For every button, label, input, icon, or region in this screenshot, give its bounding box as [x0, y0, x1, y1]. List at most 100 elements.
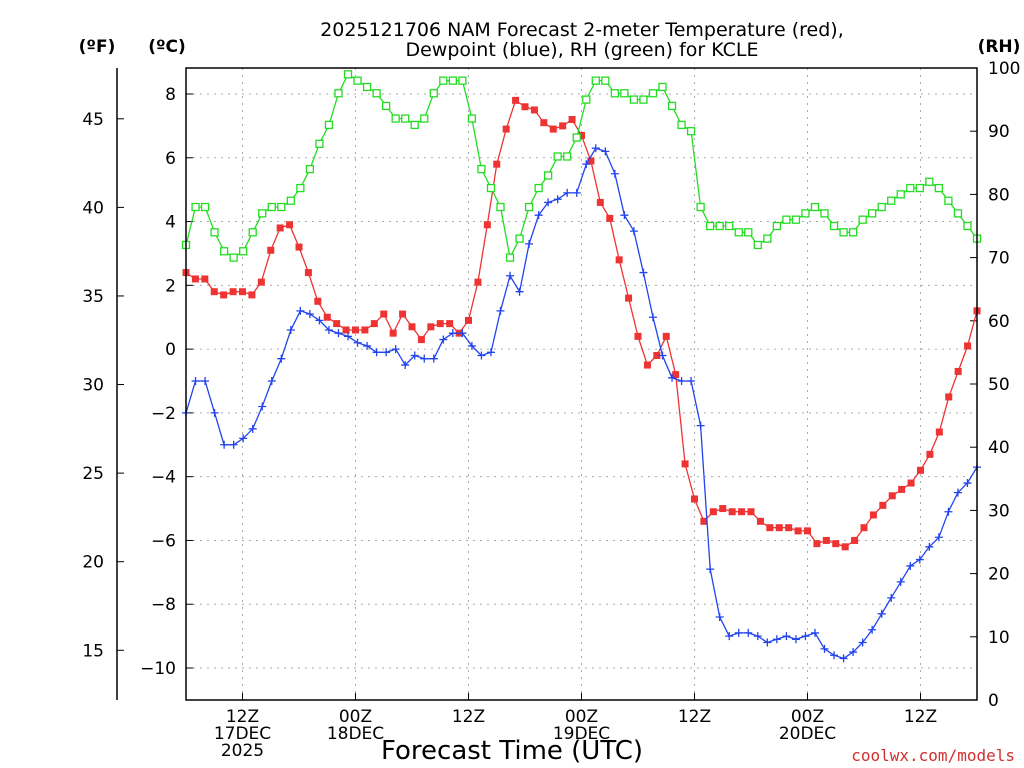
rh-point	[963, 221, 972, 231]
temperature-point	[483, 221, 491, 229]
temperature-point	[342, 326, 350, 334]
rh-point	[648, 89, 658, 98]
fahrenheit-tick-label: 20	[82, 553, 104, 573]
dewpoint-point	[277, 354, 286, 363]
dewpoint-point	[791, 635, 800, 644]
temperature-point	[954, 367, 962, 375]
dewpoint-point	[467, 341, 476, 350]
temperature-point	[229, 288, 237, 296]
rh-tick-label: 10	[988, 628, 1010, 648]
dewpoint-point	[582, 160, 591, 169]
dewpoint-point	[420, 354, 429, 363]
rh-tick-label: 60	[988, 312, 1010, 332]
dewpoint-point	[286, 325, 295, 334]
temperature-point	[380, 310, 388, 318]
rh-point	[210, 228, 219, 237]
dewpoint-point	[563, 188, 572, 197]
x-tick-label: 00Z	[791, 707, 824, 727]
dewpoint-point	[534, 211, 543, 220]
rh-point	[744, 228, 753, 237]
dewpoint-point	[677, 377, 686, 385]
rh-point	[258, 209, 267, 218]
rh-point	[734, 228, 743, 237]
dewpoint-point	[658, 351, 667, 360]
temperature-point	[248, 291, 256, 299]
rh-point	[925, 177, 934, 186]
temperature-point	[493, 160, 501, 168]
rh-point	[239, 247, 248, 256]
rh-tick-label: 70	[988, 249, 1010, 269]
temperature-point	[945, 393, 953, 401]
celsius-tick-label: −10	[140, 659, 176, 679]
dewpoint-point	[258, 402, 267, 411]
x-tick-label: 00Z	[565, 707, 598, 727]
temperature-point	[888, 492, 896, 500]
dewpoint-point	[772, 635, 781, 644]
rh-point	[505, 253, 515, 262]
temperature-point	[210, 288, 218, 296]
rh-point	[353, 76, 362, 85]
rh-point	[934, 183, 944, 193]
rh-point	[906, 183, 915, 193]
temperature-point	[625, 294, 633, 302]
rh-point	[629, 95, 639, 104]
rh-point	[543, 171, 553, 180]
dewpoint-point	[744, 628, 753, 637]
temperature-point	[879, 501, 887, 509]
dewpoint-point	[382, 348, 391, 357]
dewpoint-point	[896, 577, 905, 586]
dewpoint-point	[877, 609, 886, 618]
temperature-point	[672, 371, 680, 379]
temperature-point	[436, 320, 444, 328]
temperature-point	[804, 527, 811, 535]
rh-point	[658, 82, 667, 92]
dewpoint-point	[944, 507, 953, 516]
temperature-point	[502, 125, 510, 133]
rh-point	[801, 209, 810, 218]
temperature-point	[738, 508, 746, 516]
dewpoint-point	[305, 310, 314, 319]
temperature-point	[512, 96, 520, 104]
grid-lines	[186, 68, 977, 700]
dewpoint-point	[734, 628, 743, 637]
rh-point	[372, 89, 381, 98]
rh-point	[315, 139, 324, 148]
celsius-tick-label: 6	[165, 149, 176, 169]
rh-point	[572, 133, 581, 142]
rh-point	[486, 183, 496, 193]
dewpoint-point	[858, 638, 867, 647]
rh-point	[915, 183, 924, 193]
celsius-tick-label: −6	[151, 531, 176, 551]
rh-point	[296, 183, 305, 193]
dewpoint-point	[486, 348, 495, 357]
dewpoint-point	[506, 271, 515, 280]
temperature-point	[267, 246, 275, 254]
x-tick-label: 12Z	[226, 707, 259, 727]
dewpoint-point	[324, 325, 333, 334]
dewpoint-point	[572, 188, 581, 197]
rh-tick-label: 20	[988, 565, 1010, 585]
fahrenheit-tick-label: 30	[82, 376, 104, 396]
dewpoint-point	[725, 632, 734, 641]
dewpoint-point	[820, 644, 829, 653]
dewpoint-point	[344, 332, 353, 341]
temperature-point	[474, 278, 482, 286]
dewpoint-point	[248, 424, 257, 433]
dewpoint-point	[477, 351, 486, 360]
rh-point	[401, 114, 410, 123]
fahrenheit-tick-label: 25	[82, 464, 104, 484]
temperature-point	[417, 336, 425, 344]
dewpoint-point	[515, 287, 524, 296]
temperature-point	[615, 256, 623, 264]
rh-point	[639, 95, 648, 104]
rh-point	[524, 202, 534, 212]
rh-point	[305, 164, 315, 174]
dewpoint-point	[363, 341, 372, 350]
celsius-tick-label: −8	[151, 595, 176, 615]
dewpoint-point	[391, 345, 400, 354]
rh-point	[763, 234, 772, 243]
x-tick-label: 12Z	[678, 707, 711, 727]
temperature-point	[352, 326, 359, 334]
x-axis-label: Forecast Time (UTC)	[381, 736, 643, 766]
temperature-point	[530, 106, 538, 114]
